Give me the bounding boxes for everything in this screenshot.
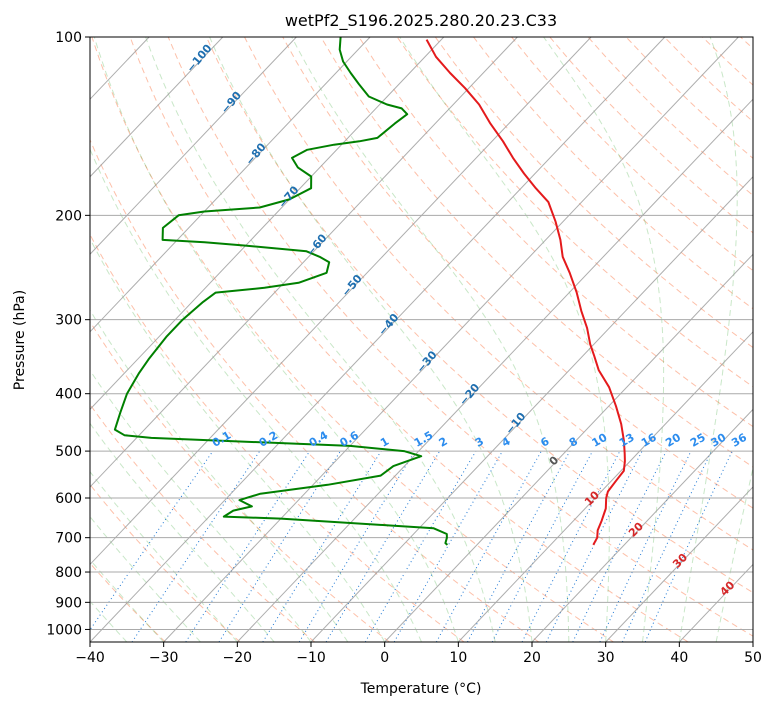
moist-adiabat (145, 37, 496, 642)
moist-adiabat (90, 422, 275, 642)
y-tick-label: 900 (55, 595, 82, 611)
y-tick-label: 500 (55, 444, 82, 460)
mixing-ratio-line (90, 450, 214, 631)
x-tick-label: −30 (149, 650, 179, 666)
isotherm (531, 408, 753, 642)
mixing-ratio-line (185, 450, 311, 642)
isotherm (90, 37, 592, 566)
mixing-ratio-line (572, 450, 667, 642)
x-tick-label: −20 (223, 650, 253, 666)
moist-adiabat (678, 37, 738, 642)
isotherm (90, 37, 518, 488)
isotherm (90, 37, 224, 178)
x-tick-label: 30 (597, 650, 615, 666)
moist-adiabat (93, 37, 459, 642)
x-tick-label: 20 (523, 650, 541, 666)
dry-adiabat (90, 403, 316, 642)
profile-lines (113, 37, 626, 546)
dry-adiabat (90, 233, 465, 642)
moist-adiabat (209, 37, 533, 642)
isotherm (605, 486, 753, 642)
y-axis: 100 200 300 400 500 600 700 800 900 1000 (46, 30, 90, 638)
background-lines (90, 37, 753, 642)
isotherm (90, 37, 371, 333)
y-axis-label: Pressure (hPa) (12, 290, 28, 390)
x-tick-label: −10 (296, 650, 326, 666)
y-tick-label: 700 (55, 531, 82, 547)
dewpoint-profile (113, 37, 449, 546)
moist-adiabat (90, 148, 422, 642)
moist-adiabat (90, 470, 238, 642)
mixing-ratio-line (131, 450, 261, 642)
x-tick-label: 50 (744, 650, 762, 666)
mixing-ratio-line (218, 450, 341, 642)
y-tick-label: 800 (55, 565, 82, 581)
x-tick-label: 10 (449, 650, 467, 666)
x-tick-label: 40 (670, 650, 688, 666)
isotherm (310, 176, 753, 642)
dry-adiabat (90, 483, 241, 642)
mixing-ratio-line (298, 450, 416, 642)
moist-adiabat (90, 515, 201, 642)
moist-adiabat (90, 558, 165, 642)
isotherm (90, 37, 445, 411)
isotherm (90, 37, 666, 642)
dry-adiabat (90, 138, 540, 642)
isotherm (236, 98, 753, 642)
chart-title: wetPf2_S196.2025.280.20.23.C33 (285, 11, 557, 31)
isotherm (163, 37, 739, 642)
mixing-ratio-line (545, 450, 643, 642)
x-tick-label: 0 (380, 650, 389, 666)
dry-adiabat (473, 37, 753, 310)
x-axis-label: Temperature (°C) (360, 681, 482, 697)
isotherm (384, 253, 753, 642)
y-tick-label: 600 (55, 491, 82, 507)
moist-adiabat (291, 37, 570, 642)
temperature-profile (425, 39, 626, 546)
y-tick-label: 300 (55, 313, 82, 329)
plot-frame (89, 36, 754, 643)
mixing-ratio-line (467, 450, 571, 642)
dry-adiabat (91, 37, 614, 642)
y-tick-label: 1000 (46, 622, 82, 638)
y-tick-label: 200 (55, 208, 82, 224)
moist-adiabat (543, 37, 665, 642)
isotherm (457, 331, 753, 642)
x-tick-label: −40 (75, 650, 105, 666)
isotherm (90, 37, 297, 256)
dry-adiabat (244, 37, 753, 551)
grid-lines (90, 37, 753, 642)
y-tick-label: 400 (55, 387, 82, 403)
y-tick-label: 100 (55, 30, 82, 46)
mixing-ratio-line (435, 450, 542, 642)
dry-adiabat (90, 320, 390, 642)
dry-adiabat (167, 37, 753, 637)
moist-adiabat (715, 466, 753, 642)
x-axis: −40 −30 −20 −10 0 10 20 30 40 50 (75, 642, 762, 666)
dry-adiabat (282, 37, 753, 509)
moist-adiabat (399, 37, 610, 642)
